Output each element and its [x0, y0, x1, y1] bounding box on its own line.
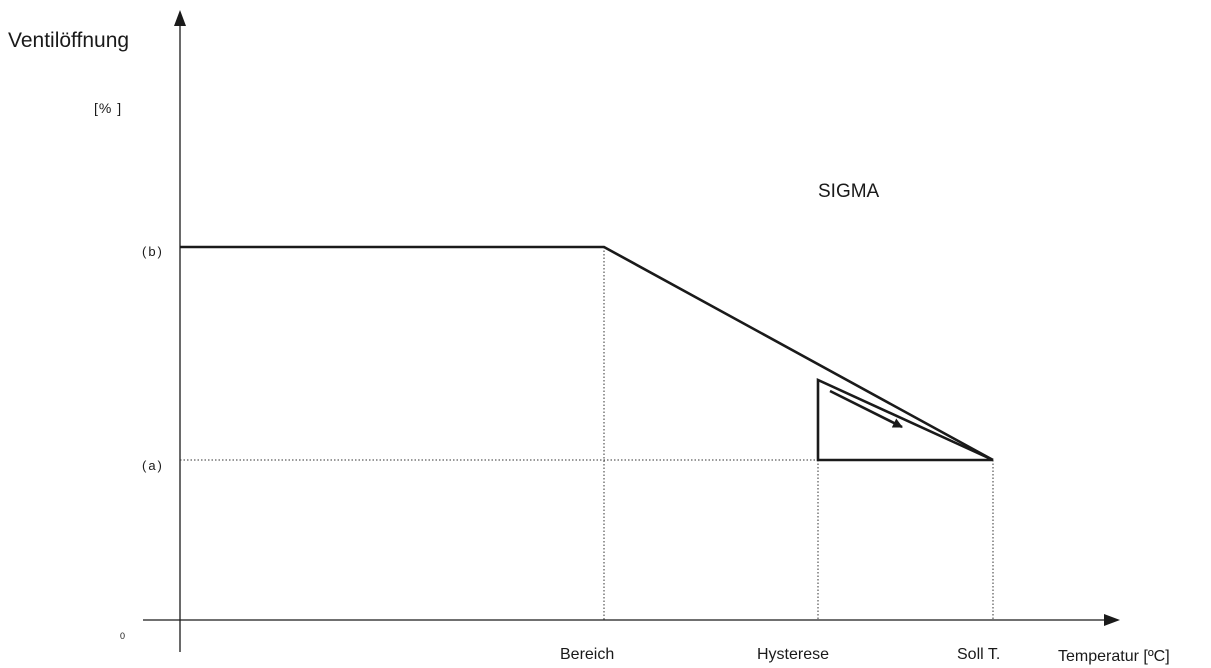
y-level-a-label: (a) — [142, 458, 164, 473]
x-marker-range: Bereich — [560, 646, 615, 663]
y-axis-arrow-icon — [174, 10, 186, 26]
hysteresis-triangle — [816, 377, 994, 462]
origin-label: 0 — [120, 631, 126, 641]
diagram-title: SIGMA — [818, 181, 880, 202]
direction-arrow-icon — [829, 389, 903, 429]
y-axis-title: Ventilöffnung — [8, 29, 130, 52]
valve-opening-curve — [180, 245, 994, 462]
y-level-b-label: (b) — [142, 244, 164, 259]
x-axis-arrow-icon — [1104, 614, 1120, 626]
x-axis-title: Temperatur [ºC] — [1058, 648, 1170, 665]
x-marker-hysteresis: Hysterese — [757, 646, 830, 663]
y-axis-unit: [% ] — [94, 100, 123, 116]
x-marker-setpoint: Soll T. — [957, 646, 1001, 663]
